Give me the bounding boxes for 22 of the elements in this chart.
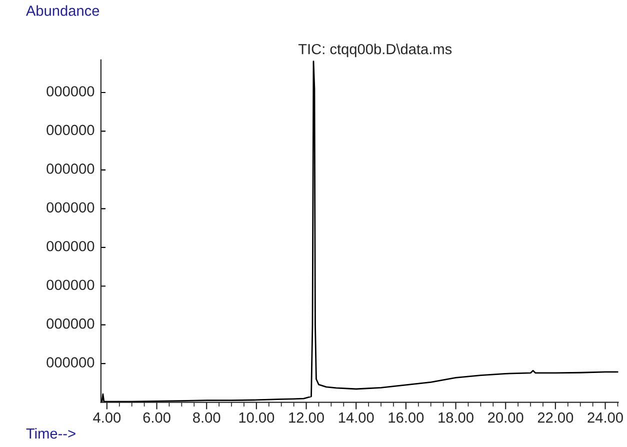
text: 000000 [46,124,94,136]
text: 000000 [46,240,94,252]
x-tick-label: 8.00 [193,412,220,423]
text: 000000 [46,164,94,174]
x-tick-label: 10.00 [239,412,274,423]
y-axis-title: Abundance [26,5,100,16]
text: 000000 [46,86,94,96]
text: 000000 [46,357,94,368]
x-tick-label: 18.00 [438,412,474,423]
text: 000000 [46,280,94,290]
x-tick-label: 4.00 [93,412,121,423]
x-tick-label: 20.00 [488,412,524,423]
x-tick-label: 22.00 [538,412,574,423]
x-axis-title: Time--> [26,428,76,439]
x-tick-label: 14.00 [338,412,374,423]
x-tick-label: 6.00 [143,412,170,423]
text: 000000 [46,202,94,213]
text: 000000 [46,318,94,329]
x-tick-label: 12.00 [289,412,324,423]
x-tick-label: 24.00 [588,412,623,423]
x-tick-label: 16.00 [388,412,424,423]
chart-title: TIC: ctqq00b.D\data.ms [298,44,452,58]
